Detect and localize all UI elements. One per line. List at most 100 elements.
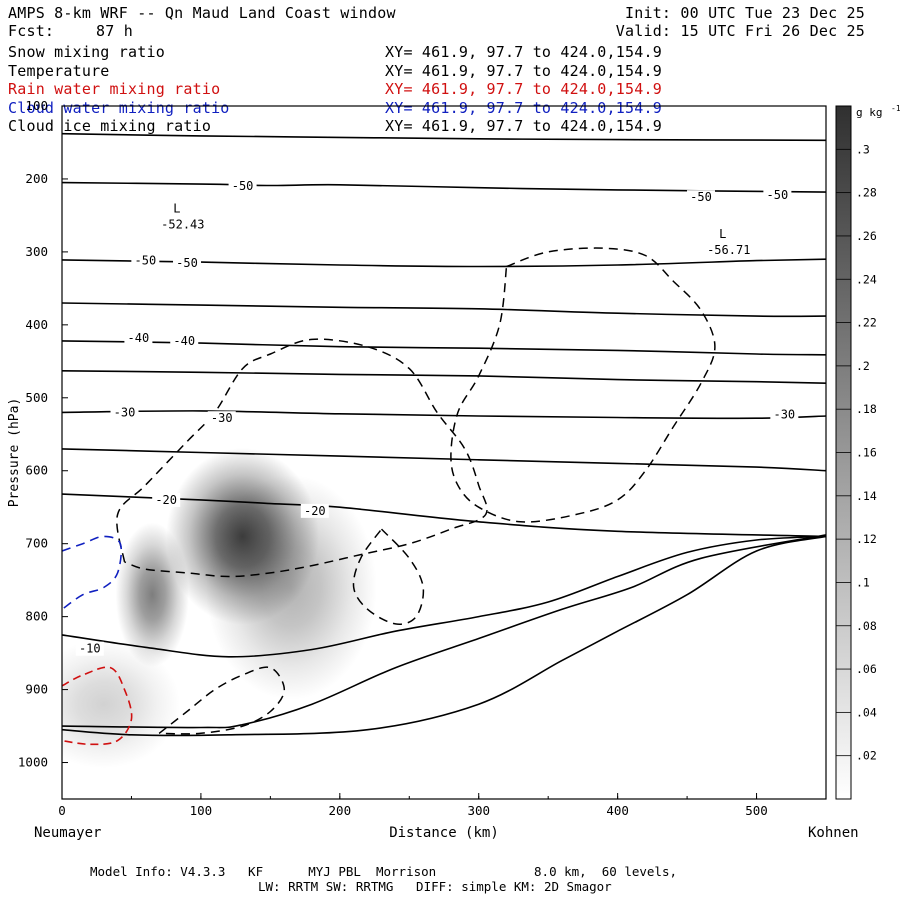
contour-label: -50 (232, 179, 254, 193)
temperature-contour (62, 410, 826, 420)
y-tick-label: 100 (25, 98, 48, 113)
contour-label: -10 (79, 642, 101, 656)
x-right-location: Kohnen (808, 825, 859, 841)
y-tick-label: 300 (25, 244, 48, 259)
x-left-location: Neumayer (34, 825, 101, 841)
x-tick-label: 200 (329, 803, 352, 818)
field-name: Temperature (8, 61, 110, 80)
contour-label: -50 (176, 256, 198, 270)
field-xy-range: XY= 461.9, 97.7 to 424.0,154.9 (385, 80, 662, 98)
contour-label: -40 (173, 334, 195, 348)
colorbar-tick-label: .18 (856, 402, 877, 416)
contour-label-bg (75, 641, 104, 656)
temperature-contour (62, 302, 826, 318)
field-xy-range: XY= 461.9, 97.7 to 424.0,154.9 (385, 98, 662, 117)
field-name: Snow mixing ratio (8, 43, 165, 61)
snow-blob (115, 522, 189, 667)
colorbar-tick-label: .16 (856, 446, 877, 460)
field-xy-range: XY= 461.9, 97.7 to 424.0,154.9 (385, 117, 662, 135)
temperature-contour (62, 493, 826, 538)
contour-label: -30 (114, 405, 136, 419)
low-center-marker: L (719, 227, 726, 241)
contour-label: -20 (304, 504, 326, 518)
contour-label-bg (207, 411, 236, 426)
forecast-hours: 87 h (96, 22, 133, 40)
contour-lines (62, 132, 826, 746)
colorbar-unit: g kg (856, 106, 883, 119)
temperature-contour (62, 448, 826, 472)
chart-title: AMPS 8-km WRF -- Qn Maud Land Coast wind… (8, 4, 396, 22)
temperature-contour (62, 535, 826, 658)
cloud-water-contour (62, 535, 123, 610)
contour-label-bg (170, 333, 199, 348)
contour-label-bg (131, 253, 160, 268)
colorbar-tick-label: .1 (856, 575, 870, 589)
x-axis-label: Distance (km) (389, 825, 499, 841)
field-name: Cloud water mixing ratio (8, 98, 230, 117)
colorbar-unit-exponent: -1 (891, 104, 900, 113)
x-tick-label: 400 (606, 803, 629, 818)
contour-label: -40 (128, 331, 150, 345)
low-center-value: -52.43 (161, 218, 204, 232)
forecast-label: Fcst: (8, 22, 55, 40)
temperature-contour (62, 534, 826, 729)
cloud-ice-contour (450, 247, 716, 523)
y-tick-label: 800 (25, 609, 48, 624)
contour-label: -20 (155, 493, 177, 507)
colorbar-tick-label: .06 (856, 662, 877, 676)
contour-label-bg (763, 187, 792, 202)
low-center-value: -56.71 (707, 243, 750, 257)
contour-label-bg (124, 330, 153, 345)
contour-label: -50 (135, 254, 157, 268)
y-tick-label: 600 (25, 463, 48, 478)
colorbar-tick-label: .08 (856, 619, 877, 633)
colorbar-tick-label: .2 (856, 359, 870, 373)
y-tick-label: 200 (25, 171, 48, 186)
temperature-contour (62, 370, 826, 384)
temperature-contour (62, 340, 826, 356)
cloud-ice-contour (352, 528, 425, 625)
contour-label-bg (686, 190, 715, 205)
colorbar-tick-label: .24 (856, 272, 877, 286)
y-tick-label: 1000 (18, 755, 48, 770)
x-tick-label: 100 (190, 803, 213, 818)
field-xy-range: XY= 461.9, 97.7 to 424.0,154.9 (385, 43, 662, 61)
colorbar-tick-label: .3 (856, 142, 870, 156)
x-tick-label: 300 (467, 803, 490, 818)
temperature-contour (62, 181, 826, 193)
y-tick-label: 900 (25, 682, 48, 697)
contour-label-bg (173, 255, 202, 270)
y-tick-label: 400 (25, 317, 48, 332)
y-tick-label: 700 (25, 536, 48, 551)
x-tick-label: 500 (745, 803, 768, 818)
colorbar-tick-label: .14 (856, 489, 877, 503)
y-tick-label: 500 (25, 390, 48, 405)
valid-time: Valid: 15 UTC Fri 26 Dec 25 (615, 22, 865, 40)
snow-blob (205, 475, 377, 700)
colorbar-tick-label: .26 (856, 229, 877, 243)
cloud-ice-contour (116, 338, 488, 578)
contour-label-bg (110, 405, 139, 420)
temperature-contour (62, 132, 826, 142)
field-name: Cloud ice mixing ratio (8, 117, 212, 135)
snow-shading (62, 448, 377, 769)
contour-label: -50 (767, 188, 789, 202)
field-xy-range: XY= 461.9, 97.7 to 424.0,154.9 (385, 61, 662, 80)
x-tick-label: 0 (58, 803, 66, 818)
low-center-marker: L (173, 202, 180, 216)
colorbar-tick-label: .28 (856, 186, 877, 200)
contour-label: -30 (773, 408, 795, 422)
colorbar-tick-label: .12 (856, 532, 877, 546)
contour-label-bg (300, 503, 329, 518)
model-info-line2: LW: RRTM SW: RRTMG DIFF: simple KM: 2D S… (258, 879, 612, 894)
temperature-contour (62, 535, 826, 737)
colorbar-tick-label: .04 (856, 705, 877, 719)
contour-label: -30 (211, 411, 233, 425)
field-name: Rain water mixing ratio (8, 80, 221, 98)
model-info-line1: Model Info: V4.3.3 KF MYJ PBL Morrison 8… (90, 864, 677, 879)
cloud-ice-contour (158, 666, 286, 735)
colorbar-tick-label: .22 (856, 316, 877, 330)
colorbar-tick-label: .02 (856, 749, 877, 763)
plot-frame (61, 105, 827, 800)
contour-label: -50 (690, 190, 712, 204)
